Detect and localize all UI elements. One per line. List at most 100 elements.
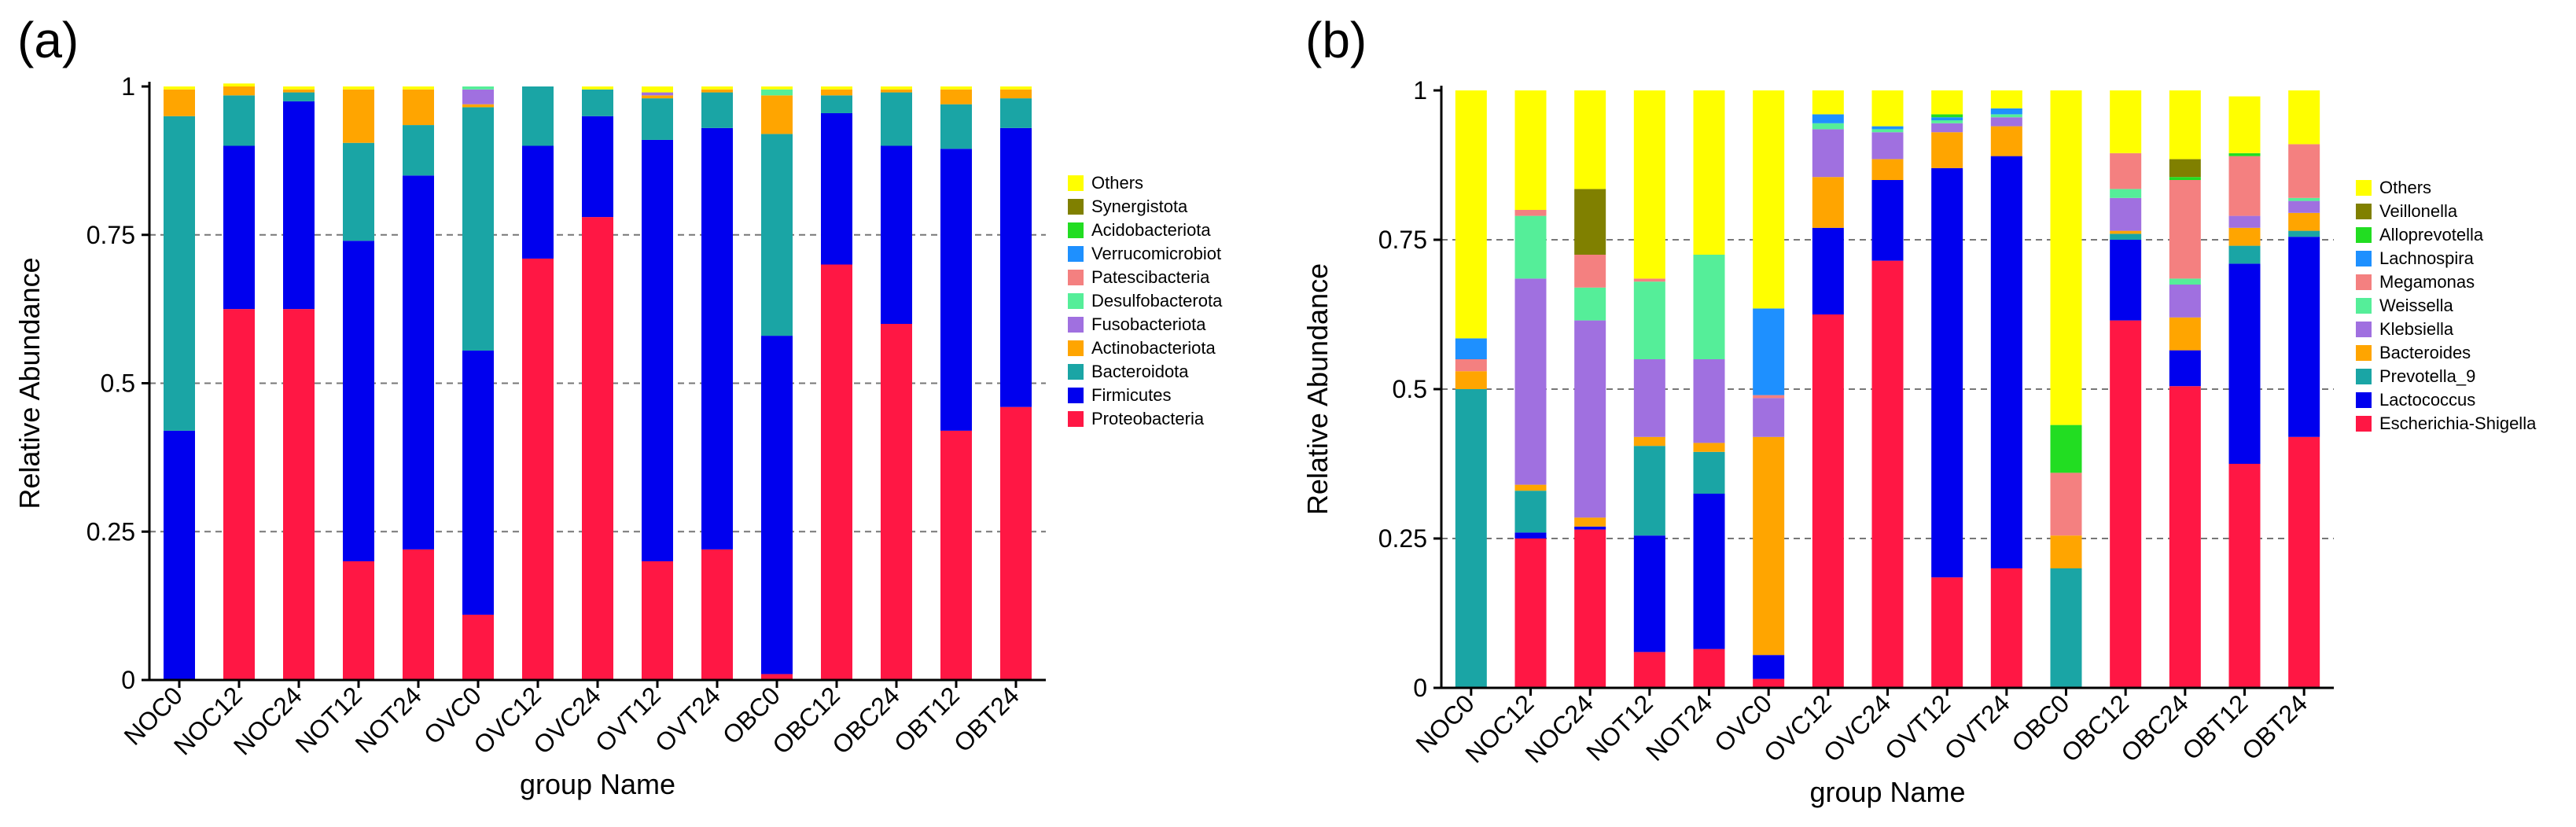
bar-segment bbox=[522, 145, 554, 259]
bar-segment bbox=[2288, 436, 2320, 688]
legend-swatch bbox=[1068, 364, 1084, 380]
bar-segment bbox=[1633, 281, 1665, 359]
x-tick-label: OVT12 bbox=[590, 681, 666, 757]
bar-segment bbox=[1693, 359, 1725, 443]
bar-segment bbox=[761, 336, 793, 674]
bar-segment bbox=[761, 95, 793, 134]
bar-segment bbox=[1990, 114, 2022, 118]
x-tick-label: OBC24 bbox=[2115, 689, 2194, 767]
bar-segment bbox=[403, 89, 434, 126]
bar-segment bbox=[522, 258, 554, 680]
bar-segment bbox=[1753, 678, 1785, 688]
bar-segment bbox=[164, 86, 195, 90]
bar-segment bbox=[1990, 117, 2022, 127]
legend-swatch bbox=[2356, 322, 2372, 337]
bar-segment bbox=[1000, 86, 1032, 90]
bar-segment bbox=[462, 350, 494, 615]
legend-label: Megamonas bbox=[2379, 272, 2475, 292]
legend-label: Lachnospira bbox=[2379, 248, 2474, 268]
legend-b: Others Veillonella Alloprevotella Lachnospi… bbox=[2356, 176, 2536, 436]
x-tick-label: NOT12 bbox=[1581, 689, 1658, 766]
bar-segment bbox=[1455, 338, 1487, 359]
bar-segment bbox=[2288, 144, 2320, 198]
bar-segment bbox=[940, 149, 972, 431]
bar-segment bbox=[761, 86, 793, 90]
bar-segment bbox=[1693, 649, 1725, 688]
bar-segment bbox=[1990, 156, 2022, 569]
bar-segment bbox=[462, 86, 494, 90]
legend-label: Veillonella bbox=[2379, 201, 2458, 221]
bar-segment bbox=[821, 95, 852, 113]
bar-segment bbox=[1931, 90, 1963, 115]
y-tick-label: 0.25 bbox=[86, 517, 135, 546]
bar-segment bbox=[1693, 443, 1725, 452]
bar-segment bbox=[2169, 177, 2201, 180]
legend-a: Others Synergistota Acidobacteriota Verruco… bbox=[1068, 171, 1222, 431]
bar-segment bbox=[1931, 167, 1963, 578]
bar-segment bbox=[881, 324, 912, 680]
y-tick-label: 1 bbox=[1413, 76, 1427, 105]
bar-segment bbox=[2169, 350, 2201, 387]
bar-segment bbox=[343, 89, 374, 143]
bar-segment bbox=[940, 104, 972, 149]
bar-segment bbox=[881, 86, 912, 90]
bar-segment bbox=[2228, 227, 2261, 246]
legend-item: Others bbox=[2356, 176, 2536, 200]
bar-segment bbox=[642, 98, 673, 140]
bar-segment bbox=[1693, 90, 1725, 255]
bar-segment bbox=[2110, 233, 2142, 240]
bar-segment bbox=[582, 116, 613, 218]
legend-item: Actinobacteriota bbox=[1068, 336, 1222, 360]
bar-segment bbox=[1931, 132, 1963, 168]
bar-segment bbox=[223, 145, 255, 310]
bar-segment bbox=[821, 112, 852, 265]
bar-segment bbox=[1931, 117, 1963, 120]
bar-segment bbox=[2050, 535, 2082, 568]
legend-label: Desulfobacterota bbox=[1091, 291, 1223, 311]
legend-item: Lactococcus bbox=[2356, 388, 2536, 412]
x-tick-label: OBC12 bbox=[767, 681, 845, 759]
x-tick-label: NOC24 bbox=[228, 681, 307, 760]
bar-segment bbox=[283, 101, 315, 310]
legend-label: Acidobacteriota bbox=[1091, 220, 1211, 240]
legend-item: Lachnospira bbox=[2356, 247, 2536, 270]
bar-segment bbox=[701, 127, 733, 549]
bar-segment bbox=[1574, 526, 1606, 530]
legend-label: Synergistota bbox=[1091, 197, 1188, 216]
legend-item: Proteobacteria bbox=[1068, 407, 1222, 431]
bar-segment bbox=[2288, 197, 2320, 201]
bar-segment bbox=[2110, 230, 2142, 234]
bar-segment bbox=[1000, 89, 1032, 99]
chart-a-svg: 00.250.50.751NOC0NOC12NOC24NOT12NOT24OVC… bbox=[13, 72, 1046, 800]
bar-segment bbox=[1574, 90, 1606, 189]
legend-label: Weissella bbox=[2379, 296, 2453, 315]
bar-segment bbox=[1574, 255, 1606, 288]
legend-item: Megamonas bbox=[2356, 270, 2536, 294]
bar-segment bbox=[1633, 436, 1665, 447]
legend-label: Lactococcus bbox=[2379, 390, 2476, 410]
legend-label: Klebsiella bbox=[2379, 319, 2454, 339]
bar-segment bbox=[2110, 197, 2142, 231]
bar-segment bbox=[2110, 320, 2142, 688]
bar-segment bbox=[2228, 464, 2261, 688]
x-tick-label: OVT12 bbox=[1879, 689, 1956, 765]
bar-segment bbox=[1931, 120, 1963, 123]
bar-segment bbox=[1574, 189, 1606, 255]
bar-segment bbox=[1574, 517, 1606, 527]
bar-segment bbox=[2288, 90, 2320, 145]
bar-segment bbox=[1753, 90, 1785, 309]
legend-label: Others bbox=[2379, 178, 2432, 197]
bar-segment bbox=[2228, 153, 2261, 156]
legend-label: Others bbox=[1091, 173, 1144, 193]
bar-segment bbox=[701, 86, 733, 90]
legend-label: Verrucomicrobiot bbox=[1091, 244, 1222, 263]
legend-item: Veillonella bbox=[2356, 200, 2536, 223]
bar-segment bbox=[1574, 287, 1606, 321]
bar-segment bbox=[462, 614, 494, 680]
legend-label: Escherichia-Shigella bbox=[2379, 414, 2537, 433]
bar-segment bbox=[881, 92, 912, 146]
legend-item: Fusobacteriota bbox=[1068, 313, 1222, 336]
panel-label-a: (a) bbox=[17, 12, 79, 68]
bar-segment bbox=[701, 89, 733, 93]
legend-item: Prevotella_9 bbox=[2356, 365, 2536, 388]
